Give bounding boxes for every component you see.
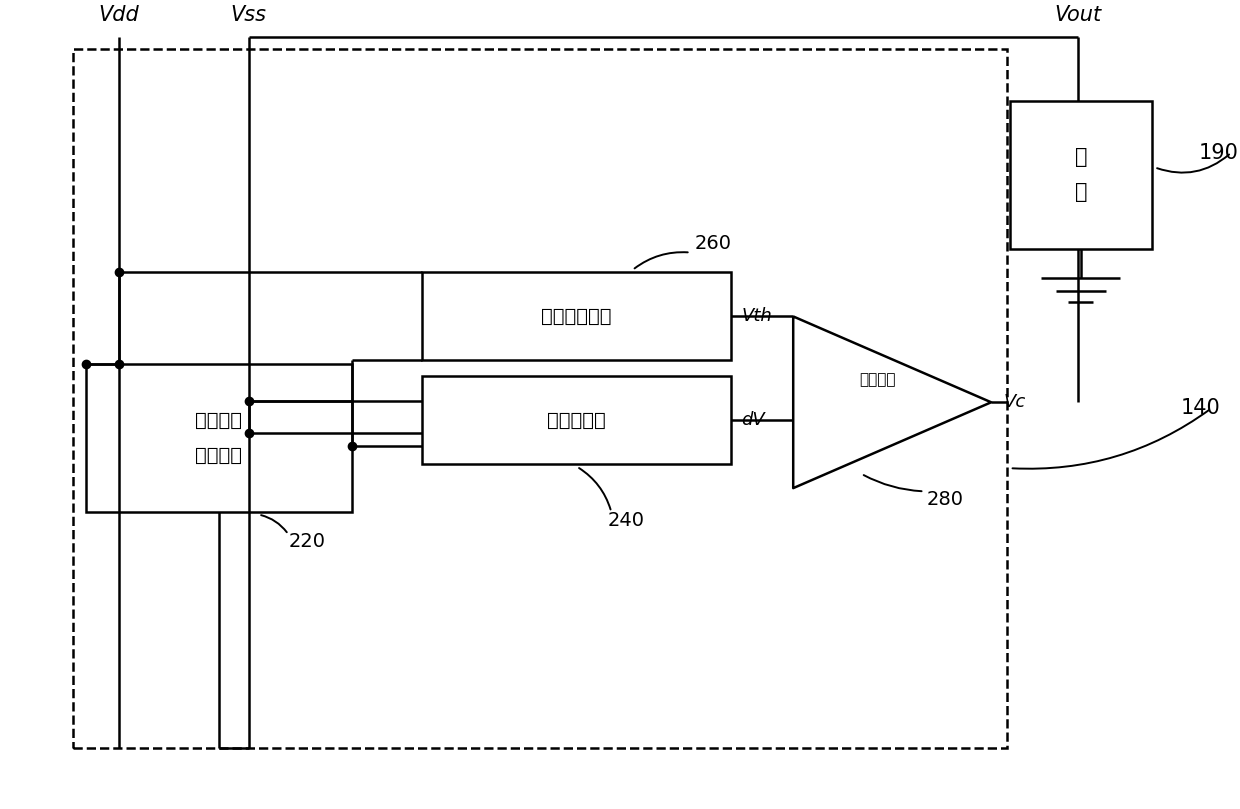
Text: 140: 140 <box>1180 398 1220 418</box>
Text: 比较电路: 比较电路 <box>859 372 895 388</box>
Text: 190: 190 <box>1199 142 1239 163</box>
Text: 负: 负 <box>1075 147 1087 167</box>
Text: 产生电路: 产生电路 <box>195 447 242 465</box>
Text: 阈値产生电路: 阈値产生电路 <box>542 307 613 326</box>
Bar <box>86 364 351 512</box>
Text: 220: 220 <box>289 532 325 551</box>
Bar <box>1009 101 1152 248</box>
Text: Vss: Vss <box>231 5 267 25</box>
Text: Vth: Vth <box>742 307 773 325</box>
Text: Vout: Vout <box>1054 5 1101 25</box>
Bar <box>73 49 1007 748</box>
Text: 260: 260 <box>694 234 732 252</box>
Text: dV: dV <box>742 411 765 430</box>
Text: 参考电压: 参考电压 <box>195 411 242 430</box>
Text: 载: 载 <box>1075 182 1087 202</box>
Bar <box>422 376 732 464</box>
Text: 240: 240 <box>608 510 645 530</box>
Text: Vc: Vc <box>1003 393 1025 411</box>
Text: 280: 280 <box>926 489 963 509</box>
Bar <box>422 273 732 360</box>
Text: 减法器电路: 减法器电路 <box>547 411 606 430</box>
Text: Vdd: Vdd <box>98 5 139 25</box>
